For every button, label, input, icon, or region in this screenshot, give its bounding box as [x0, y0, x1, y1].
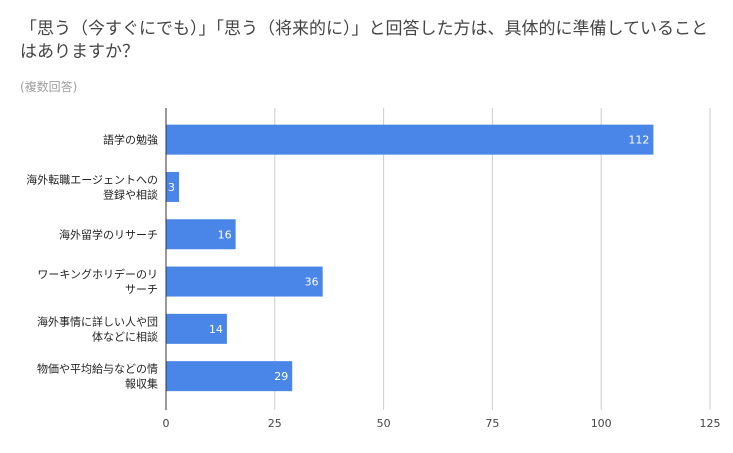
data-label: 14: [209, 323, 223, 336]
chart-subtitle: (複数回答): [20, 80, 78, 94]
x-tick-label: 50: [377, 417, 391, 430]
category-label-line: 体などに相談: [92, 329, 158, 343]
data-label: 36: [305, 276, 319, 289]
category-label: 海外事情に詳しい人や団体などに相談: [37, 314, 158, 343]
x-tick-label: 0: [163, 417, 170, 430]
bar: [166, 171, 180, 202]
category-label: 海外転職エージェントへの登録や相談: [26, 172, 158, 201]
category-label-line: サーチ: [125, 283, 158, 296]
category-label-line: 登録や相談: [103, 187, 158, 201]
x-tick-label: 125: [700, 417, 721, 430]
x-tick-label: 25: [268, 417, 282, 430]
x-tick-label: 75: [485, 417, 499, 430]
data-label: 16: [218, 228, 232, 241]
category-label-line: 報収集: [125, 377, 158, 391]
data-label: 29: [274, 370, 288, 383]
category-label: 語学の勉強: [103, 133, 158, 147]
bar: [166, 361, 293, 392]
bar: [166, 124, 654, 155]
category-label-line: 語学の勉強: [103, 133, 158, 147]
chart-title: 「思う（今すぐにでも）」「思う（将来的に）」と回答した方は、具体的に準備している…: [20, 19, 708, 62]
category-label: 海外留学のリサーチ: [59, 227, 158, 241]
bar: [166, 266, 323, 297]
category-label-line: 海外留学のリサーチ: [59, 227, 158, 241]
x-tick-label: 100: [591, 417, 612, 430]
category-label-line: 海外事情に詳しい人や団: [37, 314, 158, 328]
category-label: 物価や平均給与などの情報収集: [37, 362, 158, 391]
category-label: ワーキングホリデーのリサーチ: [37, 267, 158, 296]
bar: [166, 219, 236, 250]
bar: [166, 313, 227, 344]
category-label-line: ワーキングホリデーのリ: [37, 267, 158, 281]
data-label: 112: [628, 134, 649, 147]
data-label: 3: [168, 181, 175, 194]
category-label-line: 物価や平均給与などの情: [37, 362, 158, 376]
category-label-line: 海外転職エージェントへの: [26, 172, 158, 186]
